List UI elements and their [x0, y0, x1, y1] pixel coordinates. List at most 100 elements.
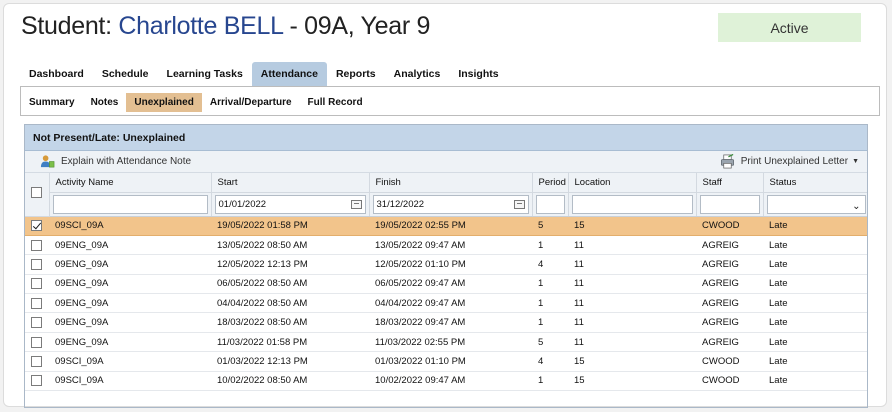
row-checkbox[interactable] — [31, 297, 42, 309]
attendance-table: Activity Name Start Finish Period Locati… — [25, 173, 867, 392]
cell-period: 4 — [532, 254, 568, 275]
cell-finish: 19/05/2022 02:55 PM — [369, 216, 532, 236]
cell-finish: 10/02/2022 09:47 AM — [369, 371, 532, 392]
row-select-cell — [25, 274, 49, 295]
cell-activity: 09ENG_09A — [49, 312, 211, 333]
cell-status: Late — [763, 371, 867, 392]
cell-staff: AGREIG — [696, 293, 763, 314]
print-letter-button[interactable]: Print Unexplained Letter ▼ — [720, 154, 859, 169]
row-select-cell — [25, 235, 49, 256]
tab-dashboard[interactable]: Dashboard — [29, 68, 84, 80]
subtab-arrival-departure[interactable]: Arrival/Departure — [209, 97, 292, 108]
column-header-status[interactable]: Status — [763, 173, 867, 193]
tab-insights[interactable]: Insights — [458, 68, 499, 80]
row-checkbox[interactable] — [31, 220, 42, 232]
print-letter-label: Print Unexplained Letter — [740, 156, 849, 167]
cell-period: 1 — [532, 274, 568, 295]
subtab-notes[interactable]: Notes — [90, 97, 119, 108]
subtab-full-record[interactable]: Full Record — [307, 97, 363, 108]
cell-activity: 09ENG_09A — [49, 254, 211, 275]
row-checkbox[interactable] — [31, 278, 42, 290]
cell-location: 11 — [568, 332, 696, 353]
tab-attendance[interactable]: Attendance — [251, 62, 327, 86]
table-row[interactable]: 09ENG_09A 13/05/2022 08:50 AM 13/05/2022 0… — [25, 235, 867, 256]
column-header-activity[interactable]: Activity Name — [49, 173, 212, 193]
table-row[interactable]: 09SCI_09A 10/02/2022 08:50 AM 10/02/2022 0… — [25, 371, 867, 392]
tab-reports[interactable]: Reports — [335, 68, 376, 80]
explain-with-note-label: Explain with Attendance Note — [61, 156, 192, 167]
finish-date-filter[interactable]: 31/12/2022 — [372, 194, 529, 214]
cell-location: 15 — [568, 216, 696, 236]
table-row[interactable]: 09ENG_09A 06/05/2022 08:50 AM 06/05/2022 0… — [25, 274, 867, 295]
cell-staff: CWOOD — [696, 371, 763, 392]
column-header-finish[interactable]: Finish — [369, 173, 533, 193]
cell-start: 10/02/2022 08:50 AM — [211, 371, 369, 392]
row-checkbox[interactable] — [31, 317, 42, 329]
status-filter-select[interactable]: ⌄ — [766, 194, 866, 214]
staff-filter-input[interactable] — [699, 194, 760, 214]
cell-staff: CWOOD — [696, 216, 763, 236]
user-note-icon — [40, 155, 55, 168]
cell-status: Late — [763, 312, 867, 333]
activity-filter-input[interactable] — [52, 194, 208, 214]
cell-start: 13/05/2022 08:50 AM — [211, 235, 369, 256]
student-name[interactable]: Charlotte BELL — [118, 12, 283, 40]
calendar-icon[interactable] — [513, 199, 525, 209]
table-row[interactable]: 09ENG_09A 12/05/2022 12:13 PM 12/05/2022 0… — [25, 254, 867, 275]
table-row[interactable]: 09ENG_09A 04/04/2022 08:50 AM 04/04/2022 0… — [25, 293, 867, 314]
cell-status: Late — [763, 293, 867, 314]
cell-location: 11 — [568, 235, 696, 256]
panel-toolbar: Explain with Attendance Note Print Unexp… — [25, 151, 867, 173]
cell-activity: 09SCI_09A — [49, 216, 211, 236]
cell-location: 11 — [568, 293, 696, 314]
cell-start: 12/05/2022 12:13 PM — [211, 254, 369, 275]
page-title: Student: Charlotte BELL - 09A, Year 9 — [21, 12, 430, 41]
row-checkbox[interactable] — [31, 239, 42, 251]
unexplained-panel: Not Present/Late: Unexplained Explain wi… — [24, 124, 868, 408]
cell-finish: 01/03/2022 01:10 PM — [369, 351, 532, 372]
cell-staff: AGREIG — [696, 312, 763, 333]
calendar-icon[interactable] — [350, 199, 362, 209]
chevron-down-icon: ⌄ — [852, 200, 861, 212]
table-row[interactable]: 09SCI_09A 01/03/2022 12:13 PM 01/03/2022 0… — [25, 351, 867, 372]
select-all-cell — [25, 173, 50, 217]
row-checkbox[interactable] — [31, 355, 42, 367]
select-all-checkbox[interactable] — [31, 187, 43, 199]
row-select-cell — [25, 254, 49, 275]
cell-period: 1 — [532, 293, 568, 314]
cell-finish: 18/03/2022 09:47 AM — [369, 312, 532, 333]
table-row[interactable]: 09ENG_09A 11/03/2022 01:58 PM 11/03/2022 0… — [25, 332, 867, 353]
row-checkbox[interactable] — [31, 258, 42, 270]
filter-row: 01/01/2022 31/12/2022 ⌄ — [25, 192, 867, 217]
cell-staff: AGREIG — [696, 254, 763, 275]
tab-learning-tasks[interactable]: Learning Tasks — [166, 68, 243, 80]
finish-date-value: 31/12/2022 — [376, 198, 425, 210]
tab-analytics[interactable]: Analytics — [393, 68, 441, 80]
cell-period: 1 — [532, 312, 568, 333]
column-header-start[interactable]: Start — [211, 173, 370, 193]
cell-staff: AGREIG — [696, 235, 763, 256]
location-filter-input[interactable] — [571, 194, 693, 214]
cell-period: 5 — [532, 216, 568, 236]
cell-start: 01/03/2022 12:13 PM — [211, 351, 369, 372]
table-row[interactable]: 09ENG_09A 18/03/2022 08:50 AM 18/03/2022 0… — [25, 312, 867, 333]
cell-staff: AGREIG — [696, 274, 763, 295]
cell-period: 4 — [532, 351, 568, 372]
cell-status: Late — [763, 254, 867, 275]
cell-location: 15 — [568, 371, 696, 392]
period-filter-input[interactable] — [535, 194, 565, 214]
row-checkbox[interactable] — [31, 375, 42, 387]
column-header-location[interactable]: Location — [568, 173, 697, 193]
tab-schedule[interactable]: Schedule — [101, 68, 149, 80]
column-header-staff[interactable]: Staff — [696, 173, 764, 193]
row-checkbox[interactable] — [31, 336, 42, 348]
panel-title: Not Present/Late: Unexplained — [25, 125, 867, 151]
explain-with-note-button[interactable]: Explain with Attendance Note — [40, 154, 191, 169]
column-header-period[interactable]: Period — [532, 173, 569, 193]
table-row[interactable]: 09SCI_09A 19/05/2022 01:58 PM 19/05/2022 0… — [25, 216, 867, 236]
cell-status: Late — [763, 274, 867, 295]
subtab-summary[interactable]: Summary — [29, 97, 75, 108]
start-date-filter[interactable]: 01/01/2022 — [214, 194, 366, 214]
subtab-unexplained[interactable]: Unexplained — [126, 93, 202, 112]
student-attendance-card: Student: Charlotte BELL - 09A, Year 9 Ac… — [3, 3, 887, 408]
